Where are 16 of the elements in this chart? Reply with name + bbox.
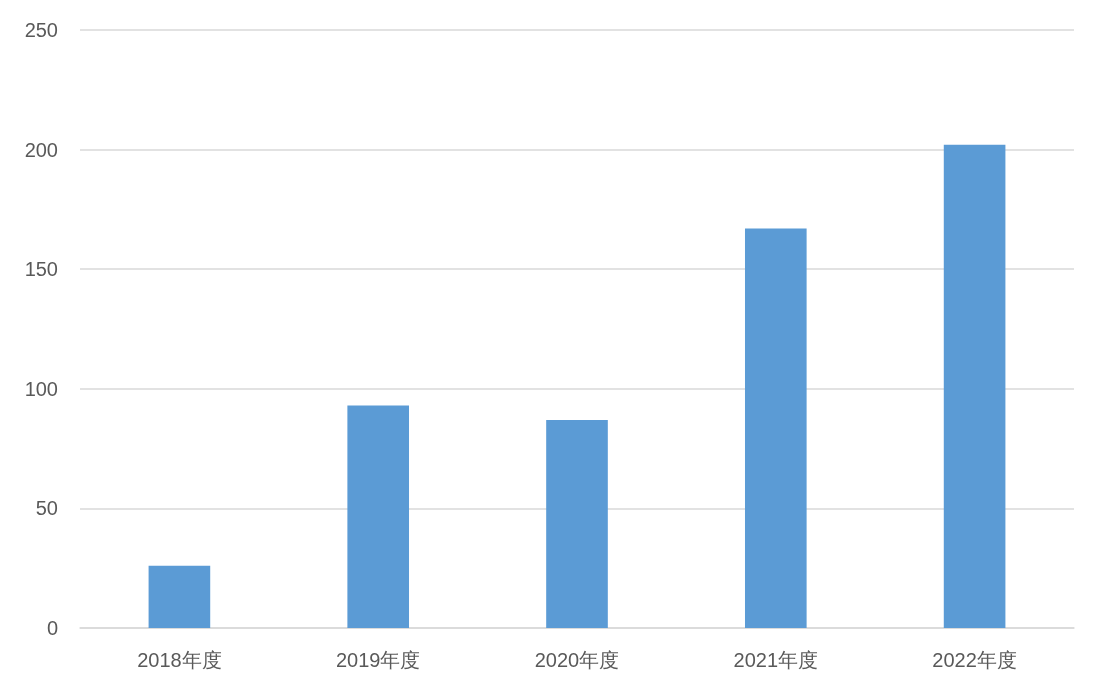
bar [943, 144, 1006, 628]
y-tick-label: 0 [46, 617, 58, 639]
bar [546, 419, 608, 628]
bar [744, 228, 807, 628]
y-tick-label: 50 [35, 497, 58, 520]
x-tick-label: 2022年度 [932, 649, 1017, 671]
y-tick-label: 200 [24, 138, 58, 161]
bar [148, 565, 211, 628]
x-tick-label: 2020年度 [534, 649, 620, 671]
x-tick-label: 2021年度 [733, 649, 819, 671]
x-tick-label: 2018年度 [137, 649, 222, 671]
bar [347, 405, 410, 628]
y-tick-label: 150 [24, 258, 58, 281]
x-tick-label: 2019年度 [335, 649, 421, 671]
y-tick-label: 250 [24, 19, 58, 41]
y-tick-label: 100 [24, 377, 58, 400]
